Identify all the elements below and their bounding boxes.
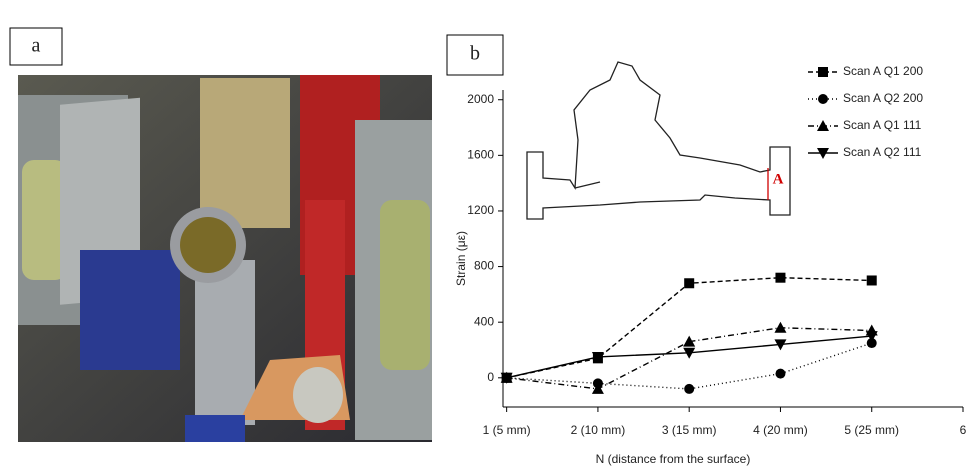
marker <box>818 94 828 104</box>
marker <box>775 272 786 283</box>
panel-label-box <box>9 27 63 66</box>
marker <box>817 120 829 131</box>
marker <box>866 338 877 349</box>
panel-label: a <box>32 35 41 57</box>
y-tick-label: 1200 <box>467 203 494 217</box>
y-tick-label: 2000 <box>467 92 494 106</box>
marker <box>817 148 829 159</box>
series-line <box>506 276 872 379</box>
marker <box>591 351 604 363</box>
y-tick-label: 0 <box>487 370 494 384</box>
photo <box>18 75 432 442</box>
legend-label: Scan A Q2 200 <box>843 91 923 105</box>
marker <box>684 278 695 289</box>
panel-label-box <box>446 34 504 76</box>
inset-outline <box>526 61 791 220</box>
marker <box>683 347 696 359</box>
x-tick-label: 6 <box>960 423 967 437</box>
x-tick-label: 5 (25 mm) <box>844 423 899 437</box>
marker <box>775 368 786 379</box>
y-tick-label: 1600 <box>467 148 494 162</box>
marker <box>683 335 696 347</box>
panel-label: b <box>470 43 480 65</box>
marker <box>500 372 513 384</box>
marker <box>866 275 877 286</box>
series-line <box>506 342 872 390</box>
inset-label: A <box>773 171 784 187</box>
x-tick-label: 2 (10 mm) <box>571 423 626 437</box>
marker <box>774 339 787 351</box>
marker <box>774 321 787 333</box>
y-axis-label: Strain (με) <box>454 231 468 286</box>
x-tick-label: 1 (5 mm) <box>483 423 531 437</box>
legend-label: Scan A Q2 111 <box>843 145 922 159</box>
legend-label: Scan A Q1 200 <box>843 64 923 78</box>
legend-label: Scan A Q1 111 <box>843 118 922 132</box>
x-axis-label: N (distance from the surface) <box>596 452 751 466</box>
series-line <box>506 327 872 390</box>
x-tick-label: 3 (15 mm) <box>662 423 717 437</box>
marker <box>684 383 695 394</box>
marker <box>818 67 828 77</box>
y-tick-label: 400 <box>474 314 494 328</box>
y-tick-label: 800 <box>474 259 494 273</box>
marker <box>591 382 604 394</box>
marker <box>865 331 878 343</box>
x-tick-label: 4 (20 mm) <box>753 423 808 437</box>
